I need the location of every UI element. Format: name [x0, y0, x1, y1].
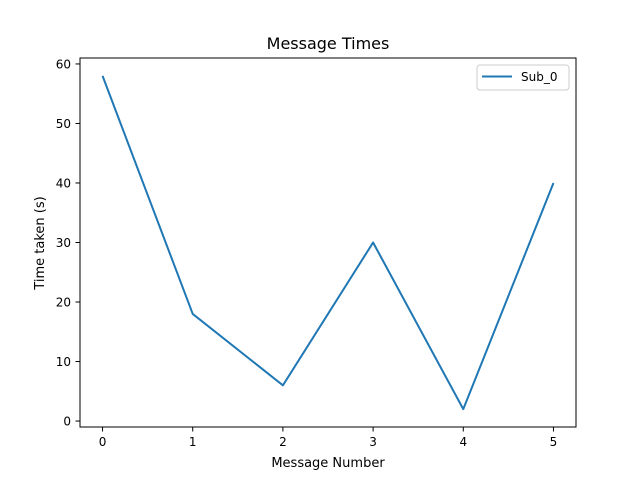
x-tick-label: 3 [369, 435, 377, 449]
series-line-0 [101, 75, 555, 411]
y-tick-label: 40 [56, 176, 71, 190]
chart-title: Message Times [267, 34, 390, 53]
x-tick-label: 1 [189, 435, 197, 449]
y-tick-label: 30 [56, 236, 71, 250]
y-tick-label: 10 [56, 355, 71, 369]
legend-box [476, 64, 570, 91]
y-tick-label: 0 [63, 415, 71, 429]
x-tick-label: 4 [459, 435, 467, 449]
legend-label: Sub_0 [521, 70, 557, 84]
x-axis-label: Message Number [271, 456, 385, 471]
legend: Sub_0 [476, 64, 570, 91]
y-tick-label: 50 [56, 117, 71, 131]
x-tick-label: 5 [550, 435, 558, 449]
y-tick-label: 60 [56, 57, 71, 71]
x-tick-label: 0 [99, 435, 107, 449]
x-tick-label: 2 [279, 435, 287, 449]
y-axis-label: Time taken (s) [33, 196, 48, 290]
y-tick-label: 20 [56, 296, 71, 310]
